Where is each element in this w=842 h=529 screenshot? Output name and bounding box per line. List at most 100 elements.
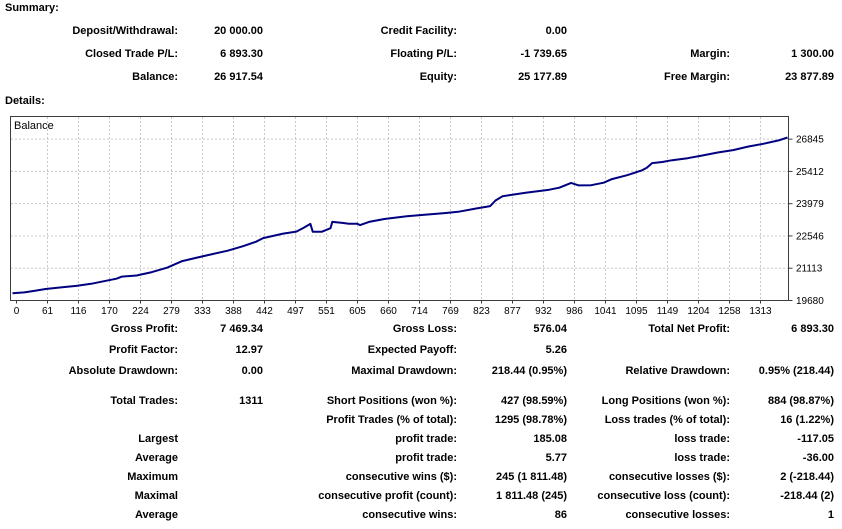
y-axis-tick-label: 22546 [796,231,824,242]
value-cell [178,505,263,524]
label-cell: loss trade: [674,451,730,464]
label-cell: Gross Profit: [110,322,178,335]
value-cell: 245 (1 811.48) [496,470,567,483]
x-axis-tick-label: 1204 [687,306,710,316]
label-cell [0,410,178,429]
label-cell: Maximum [127,470,178,483]
x-axis-tick-label: 823 [473,306,490,316]
label-cell: Profit Factor: [108,343,178,356]
value-cell [730,19,834,42]
x-axis-tick-label: 551 [318,306,335,316]
label-cell: Expected Payoff: [367,343,457,356]
label-cell: consecutive losses: [625,508,730,521]
x-axis-tick-label: 714 [411,306,428,316]
value-cell: 5.26 [545,343,567,356]
x-axis-tick-label: 1313 [749,306,772,316]
value-cell: -36.00 [802,451,834,464]
chart-border [10,116,789,301]
label-cell: Average [134,508,178,521]
x-axis-tick-label: 116 [71,306,87,316]
value-cell: 6 893.30 [791,322,834,335]
x-axis-tick-label: 1095 [625,306,648,316]
y-axis-tick-label: 19680 [796,296,824,307]
value-cell: 20 000.00 [214,24,263,37]
label-cell: Long Positions (won %): [601,394,730,407]
balance-line [12,136,788,295]
x-axis-tick-label: 660 [380,306,397,316]
y-axis-tick-label: 25412 [796,167,824,178]
x-axis-tick-label: 388 [225,306,242,316]
value-cell [730,339,834,360]
x-axis-tick-label: 0 [14,306,20,316]
label-cell: Balance: [132,70,178,83]
value-cell: 0.00 [545,24,567,37]
value-cell: 6 893.30 [220,47,263,60]
label-cell: Gross Loss: [392,322,457,335]
value-cell: 1 [827,508,834,521]
value-cell [178,448,263,467]
label-cell: consecutive losses ($): [608,470,730,483]
value-cell: 7 469.34 [220,322,263,335]
value-cell: 25 177.89 [518,70,567,83]
value-cell: 218.44 (0.95%) [491,364,567,377]
value-cell [178,486,263,505]
value-cell [178,467,263,486]
y-axis-tick-label: 23979 [796,199,824,210]
value-cell: 0.00 [241,364,263,377]
value-cell: 427 (98.59%) [500,394,567,407]
x-axis-tick-label: 769 [442,306,459,316]
details-title: Details: [5,95,45,107]
details-grid-bottom: Total Trades: 1311 Short Positions (won %)… [0,391,834,524]
label-cell: consecutive wins: [362,508,457,521]
label-cell: Short Positions (won %): [326,394,457,407]
value-cell: 12.97 [235,343,263,356]
summary-title: Summary: [5,2,59,14]
value-cell: 5.77 [545,451,567,464]
label-cell: Relative Drawdown: [625,364,730,377]
label-cell: Largest [138,432,178,445]
x-axis-tick-label: 497 [287,306,304,316]
value-cell: 1311 [239,394,263,407]
value-cell: -218.44 (2) [780,489,834,502]
label-cell: consecutive wins ($): [345,470,457,483]
label-cell: Closed Trade P/L: [85,47,178,60]
x-axis-tick-label: 333 [194,306,211,316]
x-axis-tick-label: 1149 [657,306,679,316]
label-cell: Credit Facility: [380,24,457,37]
balance-chart-svg: 19680 21113 22546 23979 25412 26845 0 61 116 170 2… [10,116,824,317]
value-cell: 1 811.48 (245) [496,489,567,502]
x-axis-tick-label: 61 [42,306,54,316]
value-cell: 576.04 [533,322,567,335]
label-cell: Equity: [419,70,457,83]
label-cell: Profit Trades (% of total): [326,413,457,426]
label-cell: Loss trades (% of total): [604,413,730,426]
value-cell: 86 [554,508,567,521]
value-cell: 26 917.54 [214,70,263,83]
value-cell: 1 300.00 [791,47,834,60]
x-axis-tick-label: 1258 [718,306,741,316]
label-cell: Floating P/L: [390,47,457,60]
value-cell: 16 (1.22%) [780,413,834,426]
x-axis-tick-label: 442 [256,306,273,316]
label-cell: Average [134,451,178,464]
x-axis-tick-label: 170 [101,306,118,316]
value-cell [178,429,263,448]
x-axis-tick-label: 986 [566,306,583,316]
label-cell: Maximal Drawdown: [351,364,457,377]
label-cell: profit trade: [395,451,457,464]
x-axis-tick-label: 932 [535,306,552,316]
value-cell: -117.05 [797,432,834,445]
x-axis-tick-label: 877 [504,306,521,316]
y-axis-tick-label: 26845 [796,135,824,146]
x-axis-tick-label: 224 [132,306,149,316]
x-axis-tick-label: 1041 [594,306,617,316]
label-cell: profit trade: [395,432,457,445]
label-cell: Maximal [134,489,178,502]
label-cell: consecutive profit (count): [318,489,457,502]
summary-grid: Deposit/Withdrawal: 20 000.00 Credit Facil… [0,19,834,88]
value-cell: 23 877.89 [785,70,834,83]
value-cell: -1 739.65 [520,47,567,60]
value-cell: 2 (-218.44) [780,470,834,483]
details-grid-top: Gross Profit: 7 469.34 Gross Loss: 576.04 To… [0,318,834,381]
chart-gridlines [11,117,788,300]
